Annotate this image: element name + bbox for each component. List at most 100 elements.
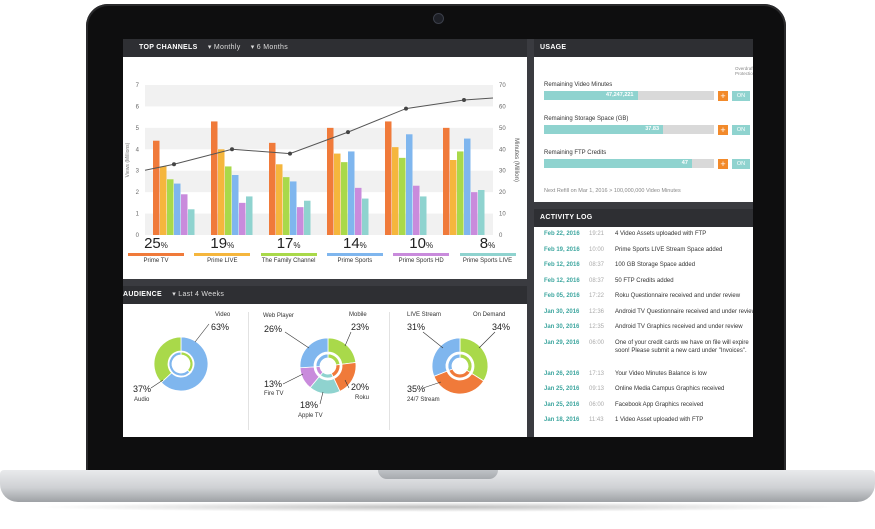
add-storage-button[interactable]: +: [718, 125, 728, 135]
line-point: [230, 147, 234, 152]
activity-time: 09:13: [589, 386, 605, 392]
roku-pct: 20%: [351, 382, 370, 392]
bar: [392, 147, 399, 235]
apple-tv-pct: 18%: [300, 400, 319, 410]
channel-name: Prime Sports: [337, 258, 373, 264]
usage-panel: USAGE Overdraft Protection Remaining Vid…: [534, 39, 753, 202]
activity-text: Roku Questionnaire received and under re…: [615, 293, 741, 299]
storage-space-fill: 37.83: [544, 125, 663, 134]
months-filter[interactable]: ▾ 6 Months: [250, 44, 289, 51]
audience-body: Video 63% 37% Audio Web Player 26% Mobil…: [123, 304, 527, 437]
activity-time: 12:36: [589, 308, 605, 315]
channel-pct-suffix: %: [425, 241, 434, 250]
video-label: Video: [215, 312, 231, 318]
bar: [464, 138, 471, 235]
activity-text: Your Video Minutes Balance is low: [615, 370, 707, 377]
y2-tick-label: 40: [499, 147, 506, 153]
fire-tv-label: Fire TV: [264, 391, 284, 397]
bar: [385, 121, 392, 235]
activity-date: Jan 30, 2016: [544, 308, 580, 315]
storage-space-label: Remaining Storage Space (GB): [544, 116, 629, 122]
channel-color-line: [326, 253, 383, 256]
channel-color-line: [393, 253, 450, 256]
line-point: [288, 151, 292, 156]
ftp-credits-value: 47: [681, 160, 688, 166]
activity-row[interactable]: Jan 18, 2016 11:43 1 Video Asset uploaded …: [544, 416, 753, 432]
donut-inner-ring: [448, 368, 471, 379]
activity-row[interactable]: Feb 19, 2016 10:00 Prime Sports LIVE Strea…: [544, 246, 753, 262]
channel-pct-suffix: %: [293, 241, 301, 250]
donut-segment: [299, 337, 329, 369]
line-point: [172, 162, 176, 167]
ftp-credits-fill: 47: [544, 159, 692, 168]
bar: [218, 149, 225, 235]
on-demand-label: On Demand: [473, 312, 506, 318]
leader-line: [194, 323, 210, 343]
bar: [269, 142, 276, 235]
channel-stat: 19% Prime LIVE: [191, 235, 253, 264]
activity-text: Facebook App Graphics received: [615, 401, 704, 408]
activity-row[interactable]: Jan 26, 2016 17:13 Your Video Minutes Bala…: [544, 370, 753, 386]
activity-time: 19:21: [589, 231, 605, 237]
add-ftp-credits-button[interactable]: +: [718, 159, 728, 169]
leader-line: [344, 331, 352, 347]
activity-log-panel: ACTIVITY LOG Feb 22, 2016 19:21 4 Video As…: [534, 209, 753, 437]
channel-stat: 17% The Family Channel: [258, 235, 320, 264]
y-tick-label: 3: [136, 169, 140, 175]
bar: [160, 166, 167, 235]
audience-panel: AUDIENCE ▾ Last 4 Weeks Video 63% 37% Au…: [123, 286, 527, 437]
donut-segment: [153, 336, 182, 384]
channel-pct-value: 17: [276, 235, 294, 252]
activity-row[interactable]: Jan 30, 2016 12:35 Android TV Graphics rec…: [544, 323, 753, 339]
channel-pct-suffix: %: [227, 241, 235, 250]
donut-segment: [431, 337, 461, 377]
channel-pct: 17%: [258, 235, 320, 252]
monthly-filter[interactable]: ▾ Monthly: [207, 44, 241, 51]
add-video-minutes-button[interactable]: +: [718, 91, 728, 101]
ftp-toggle[interactable]: ON: [732, 159, 750, 169]
activity-date: Feb 12, 2016: [544, 262, 580, 268]
activity-row[interactable]: Feb 12, 2016 08:37 50 FTP Credits added: [544, 277, 753, 293]
top-channels-title: TOP CHANNELS: [139, 44, 198, 51]
bar: [181, 194, 188, 235]
y-tick-label: 7: [136, 83, 140, 89]
activity-log-header: ACTIVITY LOG: [534, 209, 753, 227]
line-point: [404, 106, 408, 111]
video-minutes-toggle[interactable]: ON: [732, 91, 750, 101]
activity-row[interactable]: Jan 25, 2016 06:00 Facebook App Graphics r…: [544, 401, 753, 417]
activity-row[interactable]: Feb 22, 2016 19:21 4 Video Assets uploaded…: [544, 230, 753, 246]
channel-pct: 8%: [457, 235, 519, 252]
bar: [471, 192, 478, 235]
leader-line: [282, 373, 304, 385]
activity-row[interactable]: Jan 29, 2016 06:00 One of your credit card…: [544, 339, 753, 370]
activity-date: Jan 30, 2016: [544, 324, 580, 330]
overdraft-label: Overdraft Protection: [735, 66, 753, 76]
activity-row[interactable]: Jan 30, 2016 12:36 Android TV Questionnair…: [544, 308, 753, 324]
grid-band: [145, 85, 493, 107]
bar: [443, 127, 450, 235]
bar: [348, 151, 355, 235]
activity-row[interactable]: Jan 25, 2016 09:13 Online Media Campus Gra…: [544, 385, 753, 401]
video-minutes-fill: 47,247,221: [544, 91, 638, 100]
leader-line: [422, 381, 442, 389]
channel-pct-suffix: %: [359, 241, 367, 250]
activity-row[interactable]: Feb 12, 2016 08:37 100 GB Storage Space ad…: [544, 261, 753, 277]
donut-inner-ring: [447, 353, 461, 371]
storage-toggle[interactable]: ON: [732, 125, 750, 135]
activity-date: Jan 25, 2016: [544, 401, 580, 408]
minutes-line: [144, 97, 494, 171]
video-pct: 63%: [211, 322, 230, 332]
leader-line: [150, 379, 164, 389]
activity-date: Jan 29, 2016: [544, 339, 580, 346]
y-tick-label: 5: [136, 126, 140, 132]
last-4-weeks-filter[interactable]: ▾ Last 4 Weeks: [172, 291, 225, 298]
next-refill-note: Next Refill on Mar 1, 2016 > 100,000,000…: [544, 188, 681, 194]
channel-pct-value: 19: [210, 235, 228, 252]
y2-axis-label: Minutes (Million): [513, 138, 519, 182]
activity-date: Jan 25, 2016: [544, 386, 580, 392]
activity-row[interactable]: Feb 05, 2016 17:22 Roku Questionnaire rece…: [544, 292, 753, 308]
activity-date: Feb 12, 2016: [544, 277, 580, 284]
bar: [450, 160, 457, 235]
row-divider: [123, 279, 527, 286]
laptop-shadow: [30, 502, 845, 512]
